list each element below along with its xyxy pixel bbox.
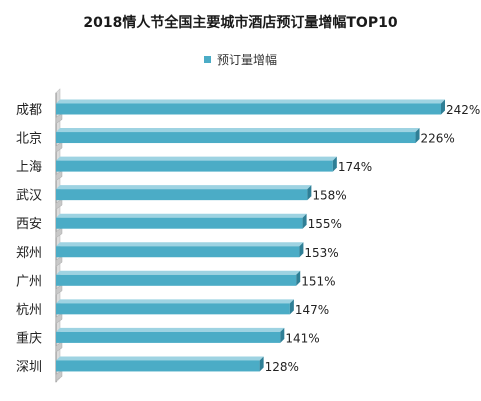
legend-swatch — [203, 55, 211, 63]
bar-side-2 — [415, 128, 420, 144]
bar-4 — [56, 189, 308, 201]
legend-label: 预订量增幅 — [216, 52, 277, 67]
value-label-7: 151% — [301, 274, 335, 288]
bar-side-1 — [441, 99, 445, 115]
value-label-2: 226% — [421, 132, 455, 146]
bar-floor-1 — [55, 113, 63, 124]
bar-floor-3 — [55, 170, 63, 182]
bar-side-9 — [280, 327, 285, 343]
bar-top-8 — [56, 299, 294, 304]
bar-top-4 — [56, 185, 312, 190]
bar-10 — [56, 360, 260, 372]
category-label-10: 深圳 — [16, 360, 42, 375]
bar-top-5 — [56, 213, 307, 218]
category-label-2: 北京 — [16, 132, 42, 147]
value-label-10: 128% — [265, 360, 299, 374]
bar-7 — [56, 274, 297, 286]
category-label-7: 广州 — [16, 274, 42, 289]
category-label-5: 西安 — [16, 217, 42, 232]
chart-title: 2018情人节全国主要城市酒店预订量增幅TOP10 — [83, 15, 398, 31]
bar-floor-2 — [55, 141, 63, 153]
bar-top-7 — [56, 270, 301, 275]
bar-top-9 — [56, 327, 285, 332]
bar-side-10 — [259, 356, 264, 372]
bar-floor-4 — [55, 198, 63, 210]
category-label-9: 重庆 — [16, 330, 42, 346]
bar-floor-5 — [55, 227, 63, 239]
bar-2 — [56, 132, 416, 144]
bar-side-5 — [302, 213, 307, 229]
bar-floor-6 — [55, 255, 63, 267]
bar-8 — [56, 303, 290, 315]
value-label-9: 141% — [285, 331, 319, 345]
bar-6 — [56, 246, 300, 258]
value-label-5: 155% — [308, 217, 342, 231]
value-label-4: 158% — [312, 189, 346, 203]
bar-side-6 — [299, 242, 304, 258]
value-label-6: 153% — [304, 246, 338, 260]
bar-floor-7 — [55, 284, 63, 296]
bar-side-3 — [332, 156, 337, 172]
bar-floor-10 — [55, 369, 63, 381]
bar-9 — [56, 331, 281, 343]
bar-side-4 — [307, 185, 312, 201]
category-label-1: 成都 — [16, 103, 42, 118]
bar-top-6 — [56, 242, 304, 247]
legend: 预订量增幅 — [0, 50, 481, 68]
category-label-4: 武汉 — [16, 189, 42, 204]
bar-floor-9 — [55, 341, 63, 353]
bar-top-1 — [56, 99, 445, 104]
value-label-1: 242% — [446, 103, 480, 117]
value-label-8: 147% — [295, 303, 329, 317]
bar-3 — [56, 160, 333, 172]
bar-5 — [56, 217, 303, 229]
bar-1 — [56, 103, 441, 115]
bar-side-7 — [296, 270, 301, 286]
bar-top-2 — [56, 128, 420, 133]
bar-floor-8 — [55, 312, 63, 324]
value-label-3: 174% — [338, 160, 372, 174]
category-label-6: 郑州 — [16, 246, 42, 261]
bar-top-3 — [56, 156, 337, 161]
bar-top-10 — [56, 356, 264, 361]
bar-side-8 — [289, 299, 294, 315]
category-label-8: 杭州 — [16, 303, 42, 318]
category-label-3: 上海 — [16, 160, 42, 175]
